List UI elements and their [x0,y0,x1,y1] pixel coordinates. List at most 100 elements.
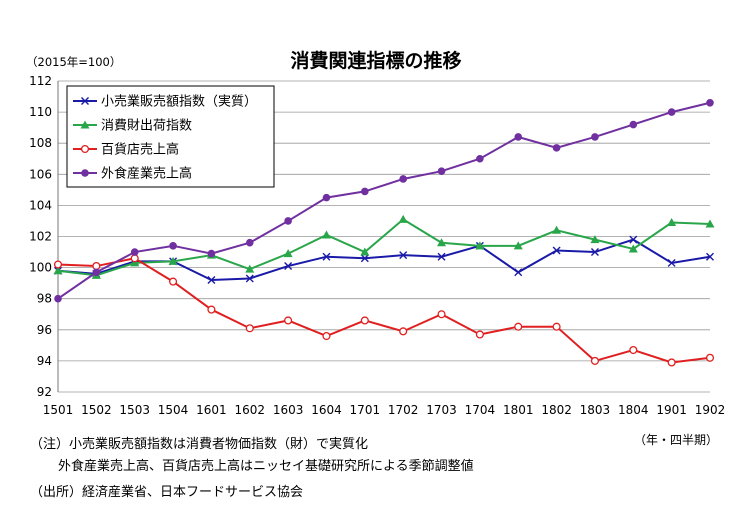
data-point [360,316,369,325]
data-point [399,327,408,336]
series [54,98,714,303]
data-point [284,316,293,325]
data-point [207,276,216,285]
data-point [322,331,331,341]
data-point [245,274,254,283]
data-point [667,108,676,116]
x-tick-label: 1501 [43,403,74,417]
data-point [398,214,408,223]
data-point [706,252,714,261]
legend-item: 消費財出荷指数 [73,119,192,134]
data-point [322,193,331,202]
x-tick-label: 1902 [695,403,726,417]
data-point [437,238,447,247]
legend-label: 消費財出荷指数 [101,119,192,134]
data-point [169,277,178,286]
data-point [245,264,255,273]
data-point [514,268,523,277]
data-point [628,244,638,253]
legend-item: 百貨店売上高 [73,142,179,158]
data-point [245,324,254,333]
data-point [284,217,292,225]
data-point [130,248,139,256]
data-point [475,241,485,250]
source-note: （出所）経済産業省、日本フードサービス協会 [30,485,304,500]
data-point [629,120,638,129]
data-point [207,305,216,314]
x-tick-label: 1701 [350,403,381,417]
note-1: （注）小売業販売額指数は消費者物価指数（財）で実質化 [30,437,369,452]
data-point [81,97,89,105]
data-point [53,266,63,275]
x-tick-label: 1503 [119,403,150,417]
data-point [552,225,562,234]
data-point [476,154,484,163]
y-axis: 92 94 96 98 100 102 104 106 108 110 112 [29,74,52,399]
data-point [207,249,216,258]
y-tick-label: 100 [29,261,52,275]
x-tick-label: 1603 [273,403,304,417]
y-tick-label: 92 [37,385,52,399]
legend-label: 外食産業売上高 [101,166,192,182]
data-point [322,252,331,261]
data-point [321,230,331,239]
x-tick-label: 1602 [234,403,265,417]
data-point [284,262,293,271]
y-tick-label: 102 [29,230,52,244]
y-tick-label: 106 [29,167,52,181]
data-point [81,169,89,177]
data-point [80,144,90,154]
data-point [360,254,369,263]
x-tick-label: 1804 [618,403,649,417]
y-tick-label: 104 [29,198,52,212]
x-tick-label: 1901 [656,403,687,417]
data-point [514,322,523,331]
data-point [629,235,638,244]
data-point [54,294,62,303]
x-tick-label: 1601 [196,403,227,417]
data-point [705,353,715,362]
data-point [706,98,714,107]
data-point [92,268,101,277]
data-point [705,219,715,228]
x-tick-label: 1802 [541,403,572,417]
series-line [57,257,711,364]
series-line [57,238,711,282]
data-point [130,258,140,267]
legend-item: 外食産業売上高 [73,166,192,182]
data-point [437,310,446,319]
legend-label: 百貨店売上高 [101,142,179,158]
y-tick-label: 110 [29,105,52,119]
data-point [92,261,101,271]
series [53,254,715,367]
chart-title: 消費関連指標の推移 [290,49,461,72]
data-point [283,249,293,258]
data-point [552,144,561,152]
y-unit-label: （2015年=100） [26,55,121,69]
data-point [629,345,638,355]
series-line [57,218,711,277]
x-tick-label: 1704 [465,403,496,417]
legend-item: 小売業販売額指数（実質） [73,94,257,110]
data-point [667,258,676,267]
x-tick-label: 1801 [503,403,534,417]
x-tick-label: 1803 [580,403,611,417]
data-point [360,247,370,256]
x-tick-label: 1604 [311,403,342,417]
y-tick-label: 94 [37,354,52,368]
data-point [513,241,523,250]
y-tick-label: 112 [29,74,52,88]
data-point [130,254,139,263]
legend-box [66,85,275,188]
data-point [168,256,178,265]
y-tick-label: 98 [37,292,52,306]
data-point [53,260,63,269]
data-point [552,322,561,331]
data-point [591,133,599,141]
data-point [245,238,254,247]
data-point [437,252,446,261]
x-tick-label: 1502 [81,403,112,417]
data-point [514,133,523,141]
data-point [667,358,676,367]
x-tick-label: 1504 [158,403,189,417]
